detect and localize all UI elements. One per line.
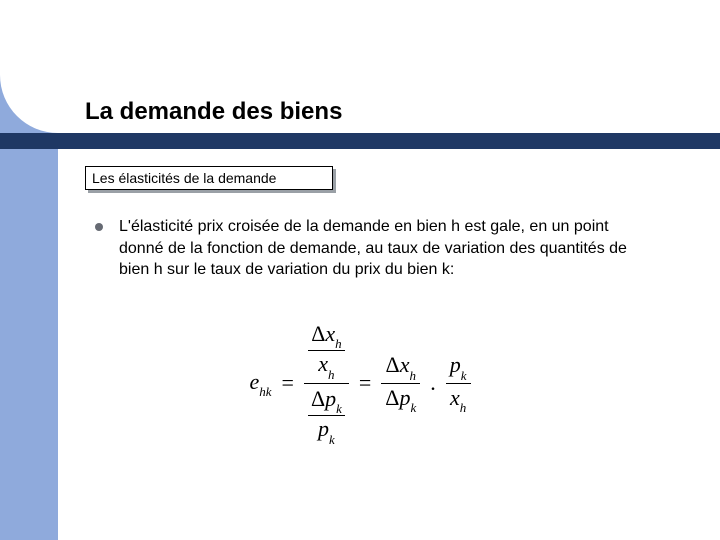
eq-delta-1: Δ	[311, 321, 325, 346]
eq-equals-1: =	[282, 370, 294, 396]
eq-xh: xh	[315, 352, 337, 379]
eq-frac-2: Δxh Δpk	[381, 352, 420, 414]
eq-equals-2: =	[359, 370, 371, 396]
eq-frac-3-den: xh	[446, 385, 470, 414]
eq-frac-2-num: Δxh	[382, 352, 420, 381]
eq-p-3: p	[399, 385, 410, 410]
eq-k-4: k	[461, 368, 467, 383]
eq-p-2: p	[318, 416, 329, 441]
eq-h-1: h	[335, 336, 342, 351]
equation: ehk = Δxh xh Δpk pk	[0, 320, 720, 447]
eq-x-2: x	[318, 351, 328, 376]
eq-dot: .	[430, 370, 436, 396]
eq-inner-frac-bot: Δpk pk	[308, 387, 345, 445]
bullet-dot-icon	[95, 223, 103, 231]
equation-row: ehk = Δxh xh Δpk pk	[249, 320, 470, 447]
eq-delta-3: Δ	[386, 352, 400, 377]
eq-frac-3: pk xh	[446, 352, 471, 414]
eq-h-2: h	[328, 367, 335, 382]
eq-h-3: h	[409, 368, 416, 383]
eq-k-1: k	[336, 401, 342, 416]
eq-x-3: x	[400, 352, 410, 377]
eq-lhs: ehk	[249, 369, 271, 398]
bullet-item: L'élasticité prix croisée de la demande …	[95, 216, 655, 281]
subtitle-box: Les élasticités de la demande	[85, 166, 333, 190]
eq-delta-4: Δ	[385, 385, 399, 410]
eq-bar-main-1	[304, 383, 349, 384]
eq-x-1: x	[325, 321, 335, 346]
eq-delta-2: Δ	[311, 386, 325, 411]
eq-p-1: p	[325, 386, 336, 411]
eq-inner-frac-top: Δxh xh	[308, 322, 344, 380]
eq-frac-1: Δxh xh Δpk pk	[304, 320, 349, 447]
eq-frac-2-den: Δpk	[381, 385, 420, 414]
eq-x-4: x	[450, 385, 460, 410]
eq-var-e: e	[249, 369, 259, 394]
title-underline-bar	[0, 133, 720, 149]
eq-frac-1-den: Δpk pk	[304, 385, 349, 447]
page-title: La demande des biens	[85, 98, 342, 126]
slide: La demande des biens Les élasticités de …	[0, 0, 720, 540]
eq-k-2: k	[329, 432, 335, 447]
eq-frac-1-num: Δxh xh	[304, 320, 348, 382]
eq-h-4: h	[460, 400, 467, 415]
bullet-text: L'élasticité prix croisée de la demande …	[119, 216, 655, 281]
subtitle-text: Les élasticités de la demande	[92, 170, 276, 186]
eq-frac-3-num: pk	[446, 352, 471, 381]
eq-k-3: k	[410, 400, 416, 415]
eq-p-4: p	[450, 352, 461, 377]
eq-dpk: Δpk	[308, 387, 345, 414]
eq-pk: pk	[315, 417, 338, 444]
eq-sub-hk: hk	[259, 384, 271, 399]
eq-dxh: Δxh	[308, 322, 344, 349]
